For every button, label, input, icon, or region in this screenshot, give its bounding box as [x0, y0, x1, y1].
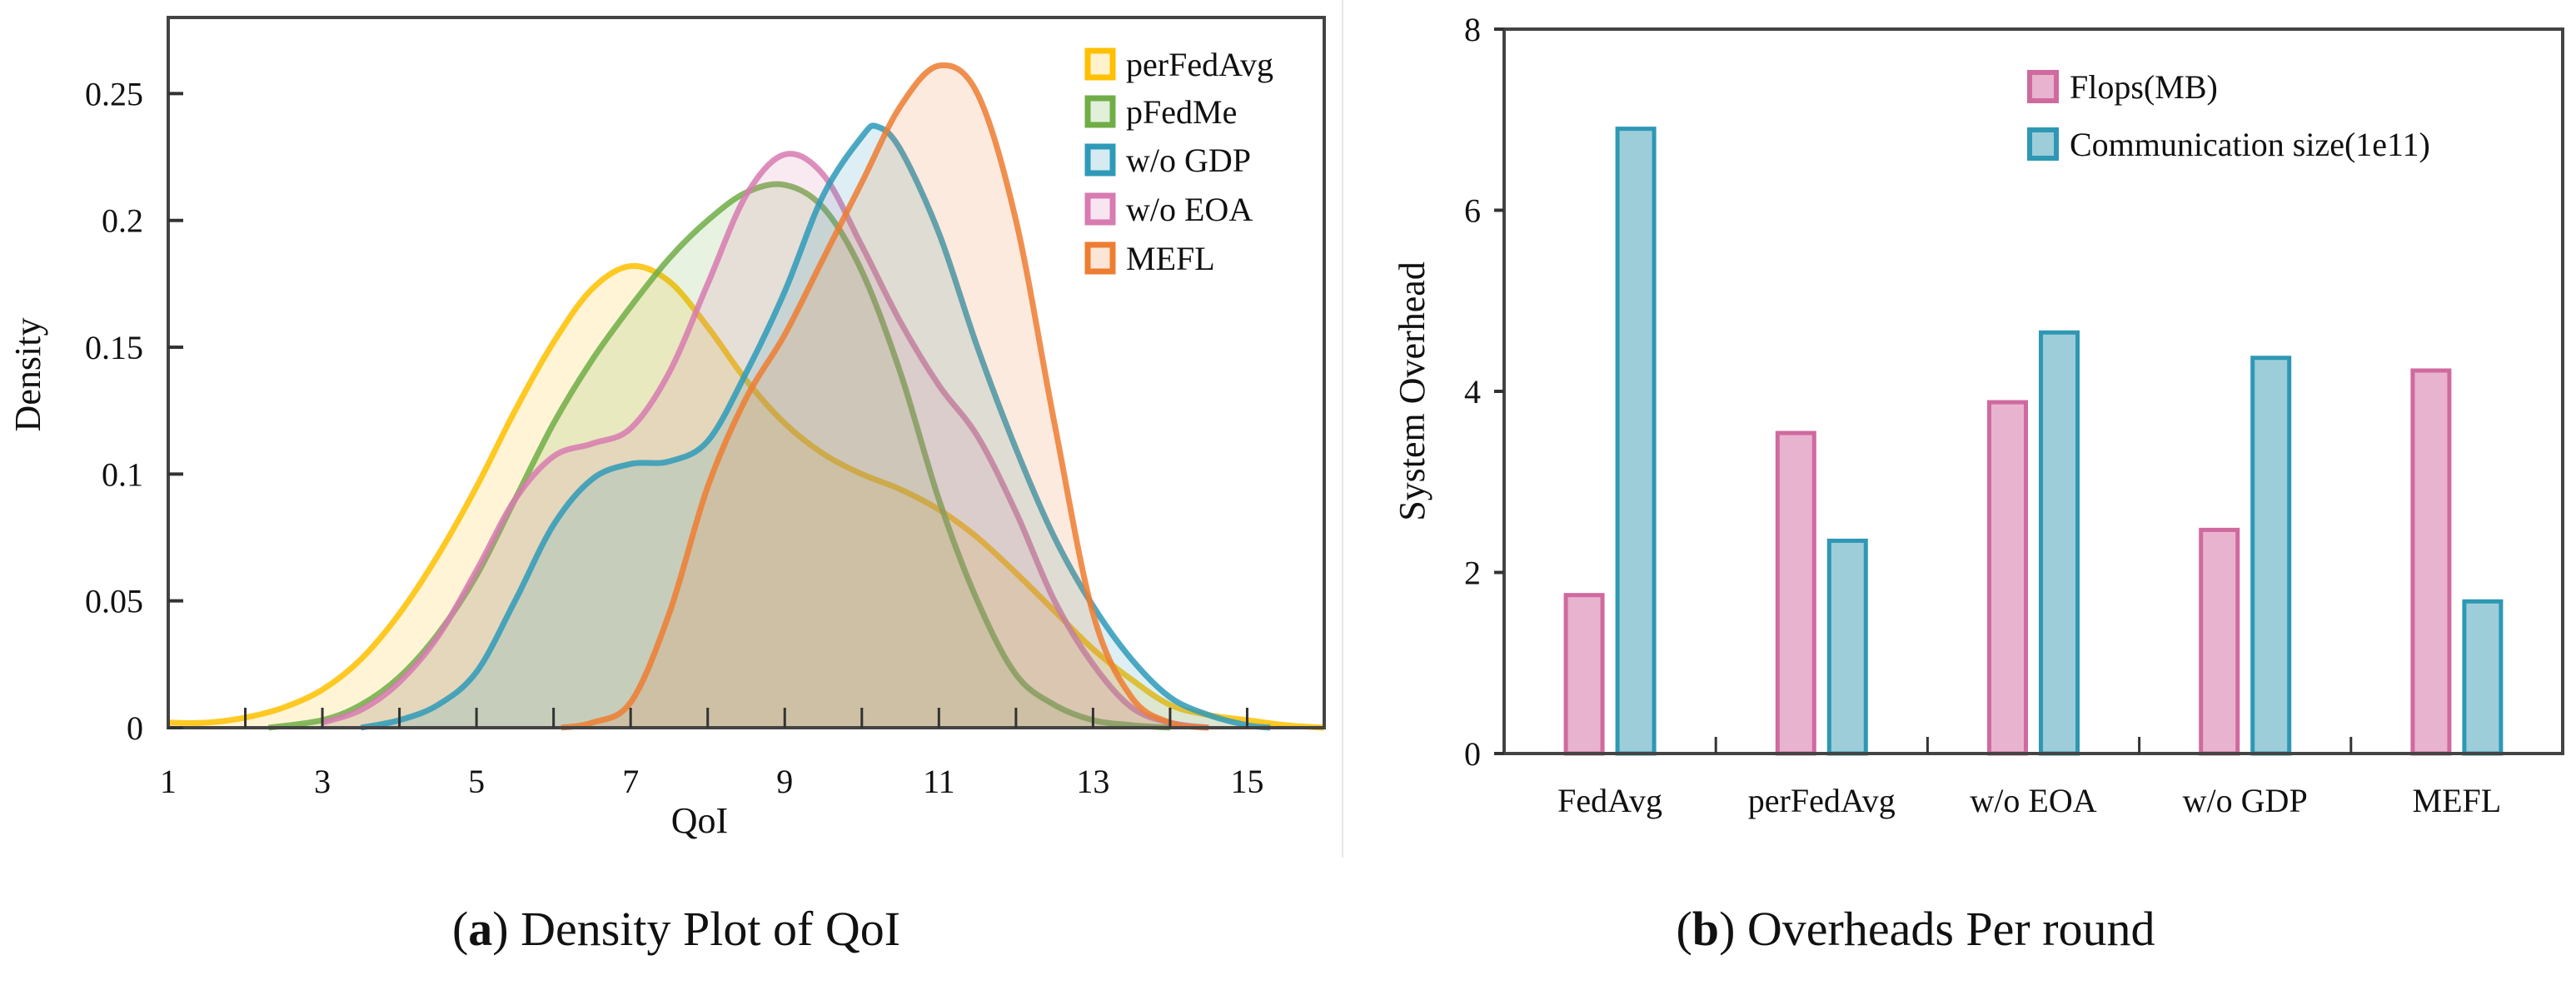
category-label: FedAvg: [1557, 782, 1662, 819]
legend-label-pfedme: pFedMe: [1126, 93, 1237, 131]
density-line-perfedavg: [167, 262, 1325, 731]
caption-a: (a) Density Plot of QoI: [452, 902, 900, 956]
density-line-w-o-gdp: [360, 122, 1271, 731]
legend-swatch-pfedme: [1084, 95, 1116, 128]
caption-a-label: a: [468, 902, 492, 956]
caption-a-title: Density Plot of QoI: [521, 902, 900, 956]
legend-swatch-w-o-eoa: [1084, 192, 1116, 226]
density-x-axis-title: QoI: [671, 800, 728, 841]
y-tick-label: 2: [1464, 555, 1481, 592]
density-legend: perFedAvg pFedMe w/o GDP w/o EOA MEFL: [1084, 46, 1273, 277]
overhead-bars: [1563, 127, 2504, 756]
y-tick-label: 0.2: [102, 202, 143, 240]
density-area-mefl: [561, 65, 1209, 728]
density-area-w-o-eoa: [322, 153, 1209, 728]
density-line-w-o-eoa: [321, 151, 1209, 731]
bar-communication-fedavg: [1615, 127, 1657, 756]
legend-swatch-flops: [2027, 70, 2059, 103]
bar-communication-w-o-eoa: [2039, 330, 2080, 756]
bar-legend: Flops(MB) Communication size(1e11): [2027, 68, 2430, 163]
y-tick-label: 8: [1464, 11, 1481, 48]
y-tick-label: 0.25: [85, 75, 143, 112]
density-curves: [167, 62, 1325, 731]
legend-label-perfedavg: perFedAvg: [1126, 46, 1273, 83]
density-area-perfedavg: [168, 266, 1324, 728]
legend-swatch-perfedavg: [1084, 47, 1116, 81]
caption-b: (b) Overheads Per round: [1676, 902, 2155, 956]
x-tick-label: 7: [622, 763, 639, 800]
bar-communication-perfedavg: [1826, 538, 1868, 756]
density-plot-frame: [167, 16, 1326, 729]
caption-b-title: Overheads Per round: [1747, 902, 2155, 956]
bar-flops-fedavg: [1563, 593, 1605, 756]
bar-communication-w-o-gdp: [2250, 356, 2292, 756]
x-tick-label: 11: [923, 763, 955, 800]
x-tick-label: 15: [1230, 763, 1263, 800]
y-tick-label: 0: [1464, 735, 1481, 773]
y-tick-label: 0.1: [102, 455, 143, 493]
category-label: perFedAvg: [1748, 782, 1896, 819]
legend-swatch-w-o-gdp: [1084, 143, 1116, 177]
x-tick-label: 13: [1076, 763, 1109, 800]
bar-flops-w-o-eoa: [1987, 400, 2028, 756]
y-tick-label: 0.15: [85, 329, 143, 366]
category-label: w/o GDP: [2183, 782, 2308, 819]
category-label: MEFL: [2413, 782, 2502, 819]
legend-label-mefl: MEFL: [1126, 240, 1215, 277]
density-area-w-o-gdp: [361, 125, 1271, 729]
overhead-bar-chart: FedAvg perFedAvg w/o EOA w/o GDP MEFL 0 2 4 6 8 F…: [1392, 11, 2564, 956]
bar-y-axis-title: System Overhead: [1392, 261, 1432, 521]
bar-ticks: FedAvg perFedAvg w/o EOA w/o GDP MEFL 0 2 4 6 8: [1464, 11, 2501, 819]
y-tick-label: 0.05: [85, 583, 143, 620]
legend-label-w-o-gdp: w/o GDP: [1126, 142, 1251, 179]
legend-label-w-o-eoa: w/o EOA: [1126, 191, 1253, 228]
bar-flops-w-o-gdp: [2199, 527, 2240, 756]
x-tick-label: 5: [468, 763, 485, 800]
x-tick-label: 1: [160, 763, 177, 800]
y-tick-label: 6: [1464, 192, 1481, 230]
legend-label-communication: Communication size(1e11): [2070, 126, 2430, 163]
x-tick-label: 3: [314, 763, 331, 800]
density-line-mefl: [561, 62, 1209, 731]
legend-swatch-communication: [2027, 127, 2059, 161]
legend-label-flops: Flops(MB): [2070, 68, 2218, 106]
x-tick-label: 9: [776, 763, 793, 800]
density-y-axis-title: Density: [7, 318, 48, 432]
category-label: w/o EOA: [1970, 782, 2096, 819]
y-tick-label: 0: [127, 709, 143, 747]
legend-swatch-mefl: [1084, 241, 1116, 275]
y-tick-label: 4: [1464, 373, 1481, 410]
caption-b-label: b: [1692, 902, 1719, 956]
bar-flops-perfedavg: [1775, 430, 1816, 756]
bar-flops-mefl: [2410, 368, 2452, 756]
bar-communication-mefl: [2462, 599, 2504, 756]
